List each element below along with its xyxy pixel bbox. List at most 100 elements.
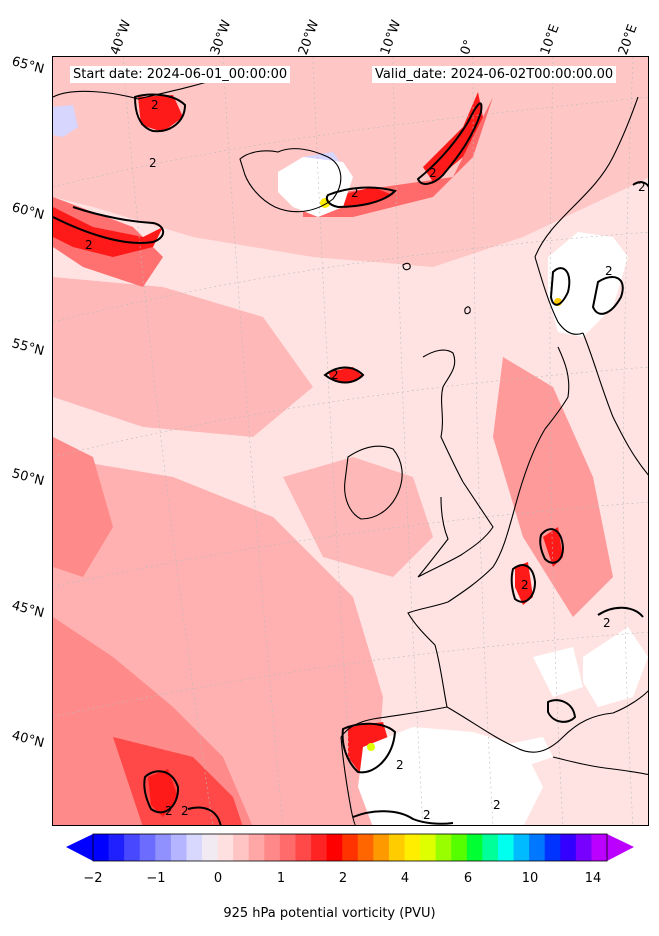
colorbar-cell (404, 834, 421, 861)
colorbar-tick-minus2: −2 (83, 871, 103, 886)
lat-label-40n: 40°N (10, 728, 46, 752)
colorbar-cell (155, 834, 172, 861)
start-date-label: Start date: 2024-06-01_00:00:00 (70, 66, 291, 83)
contour-germany (539, 528, 565, 564)
lon-label-0: 0° (457, 37, 478, 57)
colorbar-tick-6: 6 (463, 871, 473, 886)
colorbar-tick-minus1: −1 (146, 871, 166, 886)
contour-mid-atlantic (323, 366, 365, 384)
terrain-pyrenees (533, 647, 583, 697)
colorbar-cell (139, 834, 156, 861)
pv-core-northwest (53, 207, 163, 257)
colorbar-tick-14: 14 (584, 871, 602, 886)
pv-shading-layer (53, 57, 648, 825)
colorbar-cell (420, 834, 437, 861)
colorbar-cell (124, 834, 141, 861)
pv-band-west-edge (53, 437, 113, 577)
colorbar (66, 833, 634, 862)
coast-denmark (544, 346, 570, 430)
colorbar-tick-4: 4 (400, 871, 410, 886)
colorbar-cell (186, 834, 203, 861)
colorbar-cell (575, 834, 593, 861)
lat-label-65n: 65°N (10, 54, 46, 78)
lon-label-10w: 10°W (377, 18, 405, 57)
coast-norway-south (534, 256, 584, 335)
contour-iberia-south (352, 810, 454, 825)
contour-label: 2 (429, 166, 437, 180)
colorbar-over-arrow (607, 834, 634, 861)
colorbar-cell (108, 834, 125, 861)
contour-iceland (325, 186, 397, 209)
pv-high-iberia (367, 743, 375, 751)
coast-england (417, 481, 494, 578)
terrain-iberia-plateau (358, 727, 543, 825)
contour-label: 2 (603, 616, 611, 630)
graticule-line (53, 631, 648, 718)
coastlines (53, 76, 648, 825)
coast-europe-north (447, 428, 546, 603)
pv-core-germany (543, 527, 563, 567)
coast-brittany (407, 601, 449, 708)
coast-scotland (422, 349, 464, 483)
colorbar-tick-1: 1 (276, 871, 286, 886)
graticule-line (549, 57, 564, 825)
colorbar-cell (560, 834, 577, 861)
contour-label: 2 (521, 578, 529, 592)
lon-label-30w: 30°W (207, 18, 235, 57)
colorbar-cell (311, 834, 328, 861)
contour-label: 2 (151, 98, 159, 112)
lat-label-45n: 45°N (10, 598, 46, 622)
colorbar-under-arrow (66, 834, 93, 861)
contour-label: 2 (638, 180, 646, 194)
colorbar-cell (388, 834, 406, 861)
colorbar-cells (93, 834, 608, 861)
contour-norway (549, 267, 571, 306)
colorbar-cell (513, 834, 530, 861)
contour-italy (547, 699, 577, 723)
colorbar-cell (170, 834, 188, 861)
coast-greenland (53, 76, 224, 100)
contour-north-greenland (133, 93, 187, 133)
lon-label-10e: 10°E (537, 22, 563, 57)
graticule-line (472, 57, 494, 825)
coast-iceland (239, 148, 342, 213)
pv-band-southwest-core (113, 737, 243, 825)
contour-norway-sea (416, 102, 483, 185)
lon-label-40w: 40°W (107, 18, 135, 57)
lat-label-60n: 60°N (10, 200, 46, 224)
pv-core-north-greenland (138, 95, 183, 132)
terrain-norway-mountains (548, 232, 628, 337)
colorbar-cell (248, 834, 265, 861)
coast-norway (534, 96, 639, 258)
colorbar-cell (482, 834, 499, 861)
coast-iberia-north (340, 706, 448, 738)
colorbar-cell (373, 834, 390, 861)
pv-core-southwest (148, 769, 178, 817)
colorbar-cell (326, 834, 343, 861)
coast-shetland (464, 306, 471, 315)
colorbar-cell (295, 834, 312, 861)
contour-label: 2 (493, 798, 501, 812)
colorbar-cell (451, 834, 468, 861)
contour-southwest-2 (187, 806, 222, 825)
contour-label: 2 (605, 264, 613, 278)
pv-negative-greenland (53, 105, 78, 137)
colorbar-cell (591, 834, 608, 861)
graticule-line (623, 57, 634, 825)
pv-core-benelux (515, 562, 533, 605)
lon-label-20e: 20°E (615, 22, 641, 57)
contour-label: 2 (396, 758, 404, 772)
coast-iberia-west (340, 736, 356, 825)
colorbar-tick-10: 10 (521, 871, 539, 886)
graticule-line (53, 96, 648, 188)
colorbar-label: 925 hPa potential vorticity (PVU) (223, 906, 436, 921)
contour-benelux (510, 564, 537, 603)
colorbar-cell (435, 834, 452, 861)
coast-faroe (402, 262, 411, 271)
pv-band-atlantic-midwest (53, 277, 313, 437)
colorbar-outline (92, 833, 608, 862)
lon-label-20w: 20°W (295, 18, 323, 57)
